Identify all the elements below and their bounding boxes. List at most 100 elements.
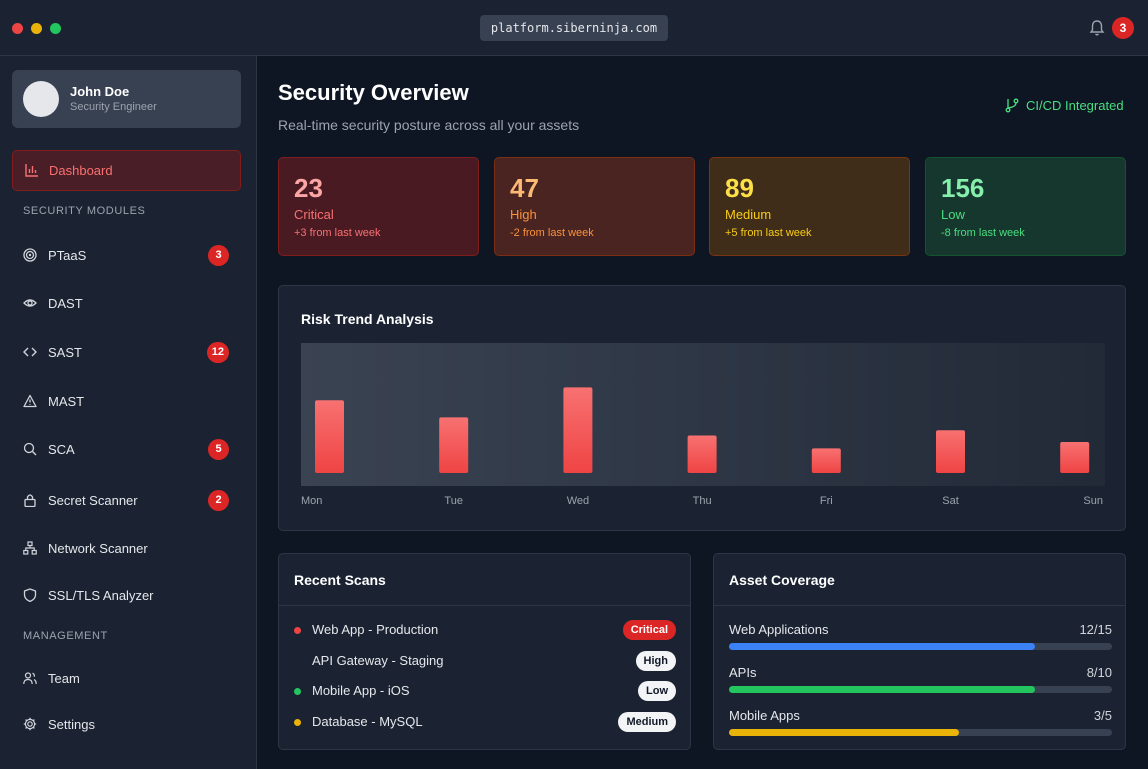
asset-coverage-panel: Asset Coverage Web Applications 12/15 AP… — [713, 553, 1126, 750]
stat-change: -8 from last week — [941, 227, 1025, 239]
sidebar-item-sca[interactable]: SCA 5 — [12, 432, 241, 468]
sidebar-item-mast[interactable]: MAST — [12, 384, 241, 420]
stat-label: High — [510, 207, 537, 222]
asset-name: Web Applications — [729, 622, 829, 637]
eye-icon — [23, 296, 37, 310]
ci-cd-label: CI/CD Integrated — [1026, 98, 1124, 113]
sidebar-item-secret-scanner[interactable]: Secret Scanner 2 — [12, 483, 241, 519]
target-icon — [23, 248, 37, 262]
count-badge: 2 — [208, 490, 229, 511]
panel-header: Recent Scans — [279, 554, 690, 606]
stat-value: 156 — [941, 173, 985, 203]
severity-badge: Medium — [618, 712, 676, 732]
scan-name: Web App - Production — [312, 622, 439, 637]
sidebar-item-team[interactable]: Team — [12, 661, 241, 697]
recent-scans-panel: Recent Scans Web App - Production Critic… — [278, 553, 691, 750]
close-window-button[interactable] — [12, 23, 23, 34]
sidebar-item-dast[interactable]: DAST — [12, 286, 241, 322]
progress-track — [729, 729, 1112, 736]
user-name: John Doe — [70, 84, 130, 99]
x-tick-label: Sat — [942, 495, 959, 507]
stat-label: Critical — [294, 207, 334, 222]
stat-change: +5 from last week — [725, 227, 812, 239]
browser-titlebar: platform.siberninja.com 3 — [0, 0, 1148, 56]
code-icon — [23, 345, 37, 359]
bar-sat — [936, 430, 965, 473]
asset-name: APIs — [729, 665, 757, 680]
progress-fill — [729, 643, 1036, 650]
severity-badge: Critical — [622, 620, 676, 640]
sidebar: John Doe Security Engineer Dashboard SEC… — [0, 56, 257, 769]
sidebar-item-label: Network Scanner — [48, 541, 148, 556]
bar-tue — [439, 417, 469, 473]
stat-change: +3 from last week — [294, 227, 381, 239]
notification-count-badge[interactable]: 3 — [1112, 17, 1134, 39]
critical-stat-card[interactable]: 23 Critical +3 from last week — [278, 157, 479, 256]
x-tick-label: Tue — [444, 495, 463, 507]
sidebar-item-dashboard[interactable]: Dashboard — [12, 150, 241, 191]
sidebar-item-label: Secret Scanner — [48, 493, 138, 508]
bar-thu — [687, 435, 717, 473]
sidebar-item-settings[interactable]: Settings — [12, 707, 241, 743]
x-tick-label: Fri — [820, 495, 833, 507]
medium-stat-card[interactable]: 89 Medium +5 from last week — [709, 157, 910, 256]
address-bar[interactable]: platform.siberninja.com — [480, 15, 668, 41]
section-title-management: MANAGEMENT — [23, 630, 108, 642]
gear-icon — [23, 717, 37, 731]
scan-row[interactable]: Web App - Production Critical — [279, 620, 690, 642]
x-tick-label: Thu — [693, 495, 712, 507]
scan-row[interactable]: Mobile App - iOS Low — [279, 681, 690, 703]
panel-header: Asset Coverage — [714, 554, 1125, 606]
bar-mon — [315, 400, 344, 473]
chart-title: Risk Trend Analysis — [301, 311, 434, 327]
network-icon — [23, 541, 37, 555]
sidebar-item-sast[interactable]: SAST 12 — [12, 335, 241, 371]
sidebar-item-label: Settings — [48, 717, 95, 732]
bell-icon[interactable] — [1089, 19, 1105, 37]
avatar — [23, 81, 59, 117]
high-stat-card[interactable]: 47 High -2 from last week — [494, 157, 695, 256]
page-title: Security Overview — [278, 80, 469, 105]
progress-fill — [729, 729, 959, 736]
asset-count: 3/5 — [1093, 708, 1112, 723]
bar-wed — [563, 387, 593, 473]
bar-sun — [1060, 441, 1090, 473]
count-badge: 5 — [208, 439, 229, 460]
users-icon — [23, 671, 37, 685]
sidebar-item-label: DAST — [48, 296, 83, 311]
stat-value: 89 — [725, 173, 754, 203]
sidebar-item-label: MAST — [48, 394, 85, 409]
low-stat-card[interactable]: 156 Low -8 from last week — [925, 157, 1126, 256]
stat-value: 23 — [294, 173, 323, 203]
lock-icon — [23, 493, 37, 508]
maximize-window-button[interactable] — [50, 23, 61, 34]
sidebar-item-ssl-tls-analyzer[interactable]: SSL/TLS Analyzer — [12, 578, 241, 614]
asset-count: 8/10 — [1086, 665, 1112, 680]
bar-fri — [811, 448, 841, 473]
user-profile-card[interactable]: John Doe Security Engineer — [12, 70, 241, 128]
x-tick-label: Wed — [567, 495, 589, 507]
sidebar-item-ptaas[interactable]: PTaaS 3 — [12, 238, 241, 274]
asset-count: 12/15 — [1079, 622, 1112, 637]
status-dot — [294, 627, 301, 634]
asset-name: Mobile Apps — [729, 708, 800, 723]
sidebar-item-network-scanner[interactable]: Network Scanner — [12, 531, 241, 567]
sidebar-item-label: Team — [48, 671, 80, 686]
stat-label: Medium — [725, 207, 772, 222]
count-badge: 12 — [206, 342, 229, 363]
progress-track — [729, 686, 1112, 693]
shield-icon — [23, 588, 37, 603]
git-branch-icon — [1005, 98, 1019, 113]
panel-title: Asset Coverage — [729, 572, 835, 588]
stat-label: Low — [941, 207, 965, 222]
scan-row[interactable]: API Gateway - Staging High — [279, 651, 690, 673]
risk-trend-panel: Risk Trend Analysis Mon Tue Wed Thu Fri Sat Su… — [278, 285, 1126, 531]
scan-row[interactable]: Database - MySQL Medium — [279, 712, 690, 734]
panel-title: Recent Scans — [294, 572, 386, 588]
asset-row: Web Applications 12/15 — [729, 622, 1112, 658]
page-subtitle: Real-time security posture across all yo… — [278, 117, 580, 133]
minimize-window-button[interactable] — [31, 23, 42, 34]
sidebar-item-label: SCA — [48, 442, 75, 457]
severity-badge: Low — [638, 681, 676, 701]
user-role: Security Engineer — [70, 101, 157, 113]
